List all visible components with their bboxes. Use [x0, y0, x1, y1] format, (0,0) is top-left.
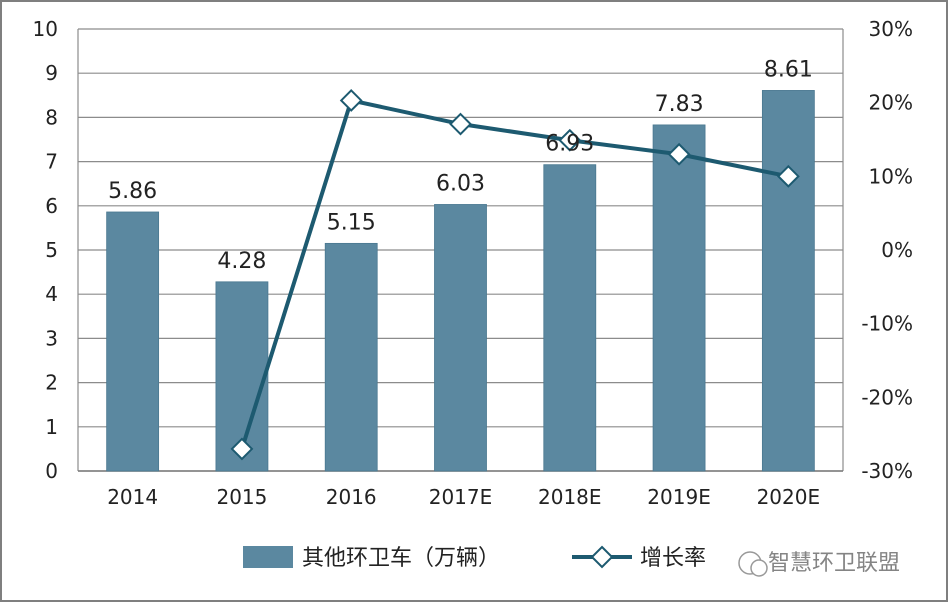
axes: 0 1 2 3 4 5 6 7 8 9 10 -30% -20% -10% 0% 10% 20% 30% 2014 2… [33, 17, 913, 509]
wechat-icon-bubble [750, 559, 768, 577]
y-left-tick-label: 10 [33, 17, 58, 41]
wechat-icon [738, 551, 768, 577]
line-series [230, 89, 800, 461]
y-left-tick-label: 0 [45, 459, 58, 483]
y-left-tick-label: 7 [45, 150, 58, 174]
y-right-tick-label: 0% [881, 238, 913, 262]
y-left-tick-label: 1 [45, 415, 58, 439]
bar [543, 164, 597, 472]
bar-value-label: 4.28 [217, 249, 266, 274]
y-right-tick-label: -20% [861, 385, 913, 409]
y-left-tick-label: 5 [45, 238, 58, 262]
growth-rate-point [230, 437, 254, 461]
y-right-tick-label: -10% [861, 312, 913, 336]
bar [106, 211, 160, 472]
bar-value-label: 7.83 [655, 92, 704, 117]
y-left-tick-label: 9 [45, 61, 58, 85]
y-right-tick-label: 20% [869, 91, 913, 115]
legend: 其他环卫车（万辆） 增长率 [243, 545, 706, 571]
x-tick-label: 2020E [757, 485, 821, 509]
bar [434, 204, 487, 472]
growth-rate-point [449, 112, 472, 136]
legend-line-marker [590, 545, 614, 569]
y-left-tick-label: 2 [45, 371, 58, 395]
x-tick-label: 2017E [429, 485, 493, 509]
watermark-text: 智慧环卫联盟 [768, 551, 900, 576]
legend-line-label: 增长率 [640, 546, 706, 571]
growth-rate-point [776, 164, 800, 188]
y-left-tick-label: 3 [45, 326, 58, 350]
x-tick-label: 2018E [538, 485, 602, 509]
x-tick-label: 2014 [107, 485, 158, 509]
bar-value-label: 5.86 [108, 179, 157, 204]
bar-series [106, 90, 815, 472]
bar [652, 124, 706, 472]
bar [324, 242, 378, 472]
y-right-tick-label: -30% [861, 459, 913, 483]
y-left-tick-label: 6 [45, 194, 58, 218]
bar-value-label: 5.15 [327, 210, 376, 235]
x-tick-label: 2019E [647, 485, 711, 509]
growth-rate-point [339, 89, 363, 112]
bar-value-label: 6.93 [545, 132, 594, 157]
bar [761, 90, 815, 472]
x-tick-label: 2015 [216, 485, 267, 509]
growth-rate-line [240, 98, 789, 450]
legend-bar-swatch [243, 546, 293, 568]
x-tick-label: 2016 [326, 485, 377, 509]
bar-value-label: 8.61 [764, 57, 813, 82]
bar-value-label: 6.03 [436, 171, 485, 196]
growth-rate-point [667, 142, 691, 166]
watermark: 智慧环卫联盟 [738, 551, 900, 577]
data-labels: 5.86 4.28 5.15 6.03 6.93 7.83 8.61 [108, 57, 813, 273]
y-right-tick-label: 10% [869, 164, 913, 188]
y-right-tick-label: 30% [869, 17, 913, 41]
growth-rate-point [558, 128, 582, 152]
y-left-tick-label: 4 [45, 282, 58, 306]
y-left-tick-label: 8 [45, 105, 58, 129]
legend-bar-label: 其他环卫车（万辆） [302, 546, 500, 571]
